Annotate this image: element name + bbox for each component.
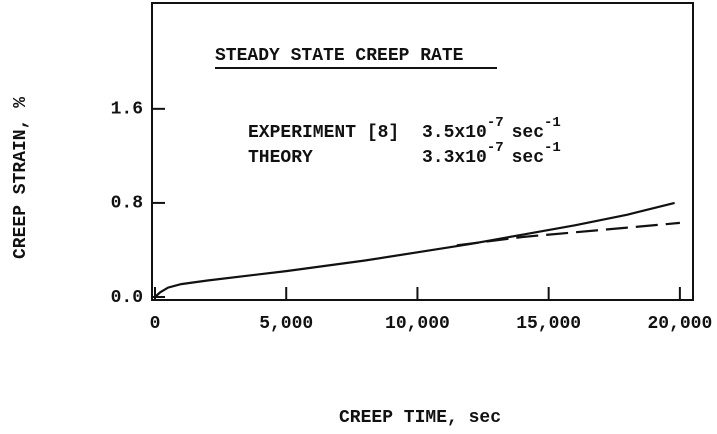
- series-line: [154, 201, 675, 298]
- legend-label: THEORY: [248, 148, 313, 168]
- x-tick-label: 10,000: [385, 314, 450, 334]
- y-tick-label: 0.8: [111, 194, 143, 214]
- y-tick-label: 0.0: [111, 288, 143, 308]
- y-tick-label: 1.6: [111, 100, 143, 120]
- rate-mantissa: 3.3x10: [422, 148, 487, 168]
- x-tick-label: 15,000: [516, 314, 581, 334]
- x-tick-label: 20,000: [647, 314, 712, 334]
- series-line: [456, 221, 680, 247]
- rate-unit-exponent: -1: [544, 140, 561, 156]
- rate-label: 3.3x10-7 sec-1: [422, 140, 561, 168]
- annotation-title: STEADY STATE CREEP RATE: [215, 46, 464, 66]
- x-tick-label: 0: [150, 314, 161, 334]
- x-axis-label: CREEP TIME, sec: [339, 408, 501, 428]
- y-axis-label: CREEP STRAIN, %: [11, 97, 31, 259]
- rate-exponent: -7: [487, 140, 504, 156]
- rate-unit-exponent: -1: [544, 115, 561, 131]
- x-tick-label: 5,000: [259, 314, 313, 334]
- legend-label: EXPERIMENT [8]: [248, 123, 399, 143]
- rate-label: 3.5x10-7 sec-1: [422, 115, 561, 143]
- rate-unit: sec: [512, 148, 544, 168]
- rate-exponent: -7: [487, 115, 504, 131]
- rate-mantissa: 3.5x10: [422, 123, 487, 143]
- rate-unit: sec: [512, 123, 544, 143]
- plot-frame: [151, 2, 694, 301]
